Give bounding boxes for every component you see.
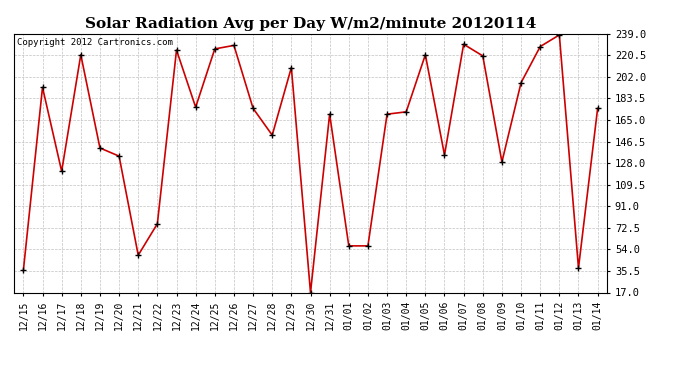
Title: Solar Radiation Avg per Day W/m2/minute 20120114: Solar Radiation Avg per Day W/m2/minute … xyxy=(85,17,536,31)
Text: Copyright 2012 Cartronics.com: Copyright 2012 Cartronics.com xyxy=(17,38,172,46)
